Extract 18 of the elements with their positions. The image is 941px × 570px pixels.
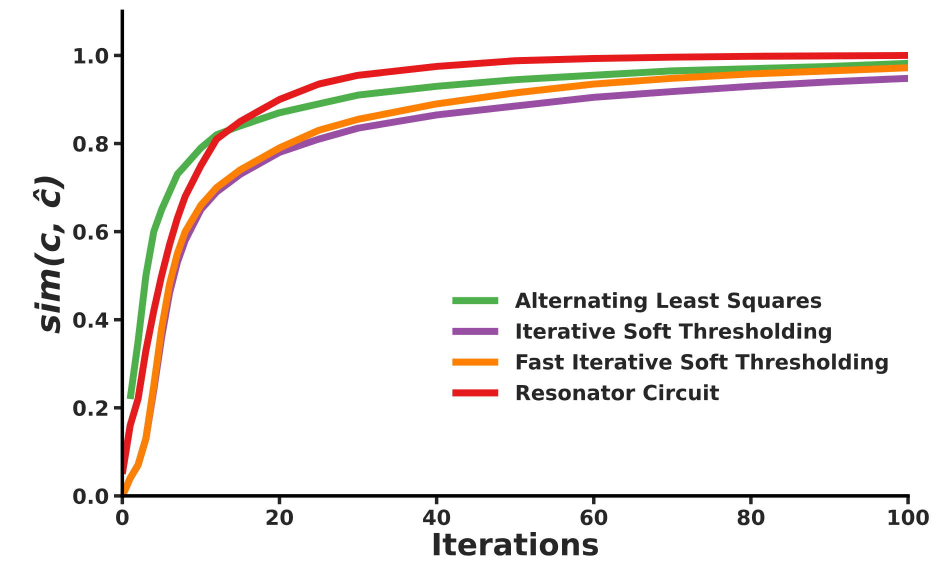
y-tick-label: 0.4 [73, 312, 108, 328]
x-tick-label: 60 [580, 509, 608, 526]
legend-label: Fast Iterative Soft Thresholding [516, 354, 888, 374]
x-axis-title: Iterations [434, 532, 598, 556]
y-tick-label: 0.2 [73, 400, 108, 416]
y-tick-label: 0.6 [73, 224, 108, 240]
legend-label: Iterative Soft Thresholding [516, 322, 831, 344]
y-axis-title: sim(c, ĉ) [33, 176, 64, 334]
x-tick-label: 100 [888, 509, 929, 526]
y-tick-label: 0.0 [73, 488, 108, 504]
x-tick-label: 0 [116, 509, 129, 526]
legend-label: Resonator Circuit [516, 384, 719, 400]
x-tick-label: 80 [738, 509, 764, 526]
x-tick-label: 40 [423, 509, 450, 526]
y-tick-label: 0.8 [73, 136, 108, 152]
x-tick-label: 20 [266, 509, 293, 526]
y-tick-label: 1.0 [74, 48, 108, 64]
legend-label: Alternating Least Squares [514, 292, 822, 312]
